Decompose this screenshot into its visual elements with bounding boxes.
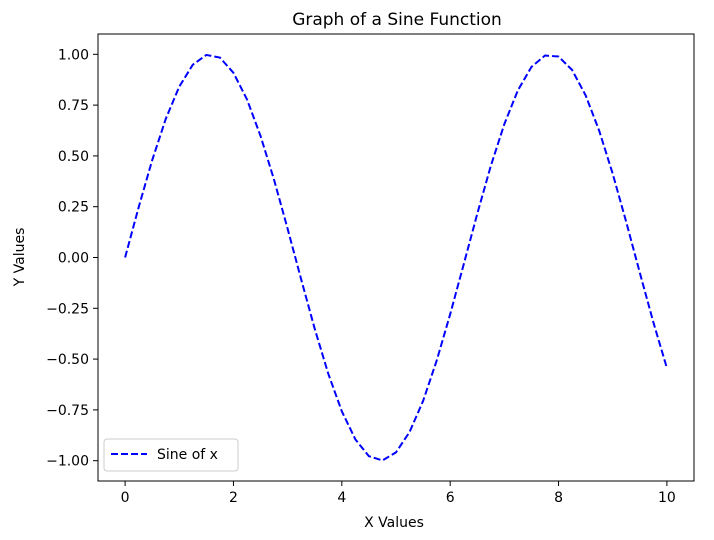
- x-axis: 0 2 4 6 8 10: [121, 481, 676, 506]
- series-line-sine: [124, 53, 668, 462]
- y-tick-label: −0.50: [46, 352, 89, 368]
- x-tick-label: 0: [121, 490, 130, 506]
- y-tick-label: 0.00: [58, 251, 89, 267]
- plot-frame: [97, 33, 695, 482]
- y-tick-label: −0.25: [46, 301, 89, 317]
- y-tick-label: 0.75: [58, 98, 89, 114]
- x-axis-label: X Values: [364, 515, 424, 531]
- y-tick-label: 1.00: [58, 47, 89, 63]
- chart-title: Graph of a Sine Function: [292, 10, 502, 30]
- x-tick-label: 4: [337, 490, 346, 506]
- legend: Sine of x: [103, 438, 239, 472]
- x-tick-label: 2: [229, 490, 238, 506]
- plot-area: [124, 53, 668, 462]
- x-tick-label: 8: [554, 490, 563, 506]
- y-axis: −1.00 −0.75 −0.50 −0.25 0.00 0.25 0.50 0.75 1.00: [46, 47, 98, 470]
- legend-label: Sine of x: [157, 447, 218, 463]
- legend-box: [103, 438, 239, 472]
- y-tick-label: 0.25: [58, 200, 89, 216]
- y-tick-label: −0.75: [46, 403, 89, 419]
- x-tick-label: 10: [658, 490, 676, 506]
- x-tick-label: 6: [446, 490, 455, 506]
- y-tick-label: 0.50: [58, 149, 89, 165]
- y-axis-label: Y Values: [12, 228, 28, 288]
- y-tick-label: −1.00: [46, 454, 89, 470]
